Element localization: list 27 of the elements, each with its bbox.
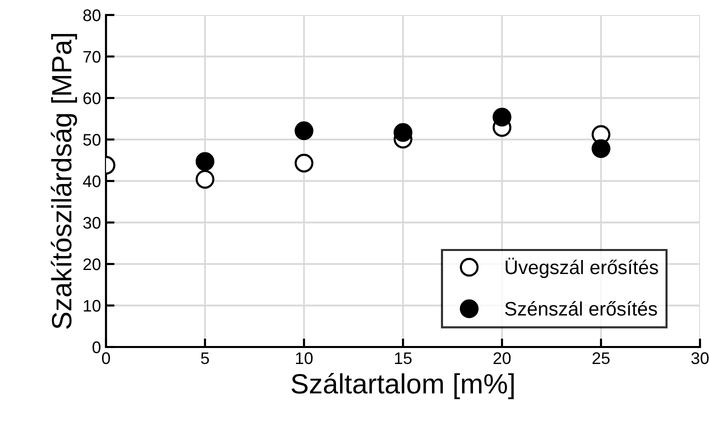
x-tick-label: 20	[494, 352, 511, 364]
legend-label: Üvegszál erősítés	[506, 258, 658, 278]
y-tick-label: 60	[83, 92, 100, 104]
point	[196, 170, 214, 189]
point	[196, 152, 214, 171]
x-tick-label: 15	[395, 352, 412, 364]
point	[294, 154, 314, 173]
y-tick-label: 50	[83, 134, 100, 146]
point	[394, 123, 412, 142]
point	[592, 139, 610, 158]
y-tick-label: 0	[92, 341, 100, 354]
y-tick-label: 10	[84, 300, 100, 312]
x-tick-label: 30	[691, 352, 709, 364]
y-tick-label: 80	[83, 9, 100, 22]
y-tick-label: 70	[83, 50, 100, 63]
x-axis-title: Száltartalom [m%]	[292, 372, 514, 400]
x-tick-label: 25	[592, 352, 610, 364]
x-tick-label: 0	[102, 352, 110, 364]
legend-label: Szénszál erősítés	[505, 301, 657, 316]
x-tick-label: 10	[296, 352, 313, 364]
x-tick-label: 5	[201, 352, 209, 364]
y-tick-label: 30	[83, 216, 100, 229]
y-tick-label: 20	[83, 258, 100, 270]
point	[294, 121, 314, 140]
y-tick-label: 40	[82, 175, 100, 188]
y-axis-title: Szakítószilárdság [MPa]	[50, 34, 78, 329]
point	[492, 108, 512, 126]
